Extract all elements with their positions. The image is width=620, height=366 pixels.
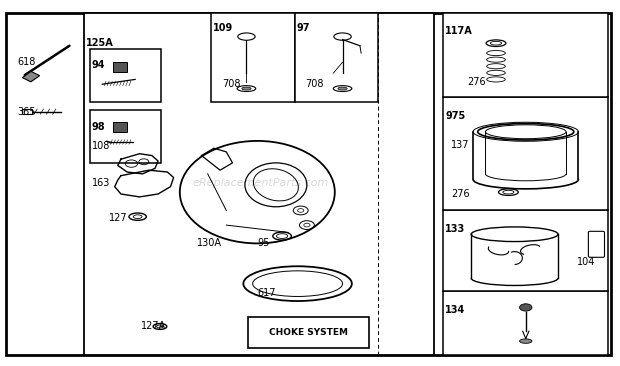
- Circle shape: [520, 304, 532, 311]
- FancyBboxPatch shape: [588, 231, 604, 257]
- Text: 98: 98: [92, 122, 105, 131]
- Ellipse shape: [334, 33, 351, 40]
- Text: 617: 617: [257, 288, 276, 298]
- Ellipse shape: [338, 87, 347, 90]
- Ellipse shape: [520, 339, 532, 343]
- Text: 117A: 117A: [445, 26, 473, 36]
- Bar: [443, 210, 608, 291]
- Bar: [443, 291, 608, 355]
- Bar: [84, 13, 434, 355]
- Text: 130A: 130A: [197, 238, 222, 249]
- Bar: [22, 109, 32, 114]
- Ellipse shape: [237, 33, 255, 40]
- Text: 137: 137: [451, 139, 470, 150]
- Bar: [22, 71, 40, 82]
- Bar: [113, 62, 127, 72]
- Text: 975: 975: [445, 111, 466, 120]
- Text: 108: 108: [92, 141, 110, 152]
- Text: 134: 134: [445, 305, 466, 315]
- Text: 276: 276: [451, 189, 470, 199]
- Text: 94: 94: [92, 60, 105, 70]
- Bar: [90, 49, 161, 102]
- Bar: [443, 97, 608, 210]
- Text: 95: 95: [257, 238, 270, 249]
- Bar: [443, 13, 608, 97]
- Text: 97: 97: [296, 23, 310, 33]
- Text: 618: 618: [17, 57, 36, 67]
- Text: 127: 127: [108, 213, 127, 223]
- Bar: [248, 317, 369, 348]
- Text: 104: 104: [577, 257, 595, 267]
- Text: 708: 708: [222, 79, 241, 89]
- Text: 127A: 127A: [141, 321, 167, 332]
- Text: 365: 365: [17, 107, 36, 117]
- Ellipse shape: [242, 87, 251, 90]
- Text: 133: 133: [445, 224, 466, 234]
- Bar: [211, 13, 294, 102]
- Text: eReplacementParts.com: eReplacementParts.com: [192, 178, 329, 188]
- Text: 276: 276: [467, 77, 485, 87]
- Bar: [90, 110, 161, 163]
- Text: 708: 708: [306, 79, 324, 89]
- Text: 125A: 125A: [86, 38, 113, 48]
- Text: 109: 109: [213, 23, 233, 33]
- Bar: [113, 122, 127, 132]
- Text: 163: 163: [92, 178, 110, 188]
- Text: CHOKE SYSTEM: CHOKE SYSTEM: [269, 328, 348, 337]
- Bar: [294, 13, 378, 102]
